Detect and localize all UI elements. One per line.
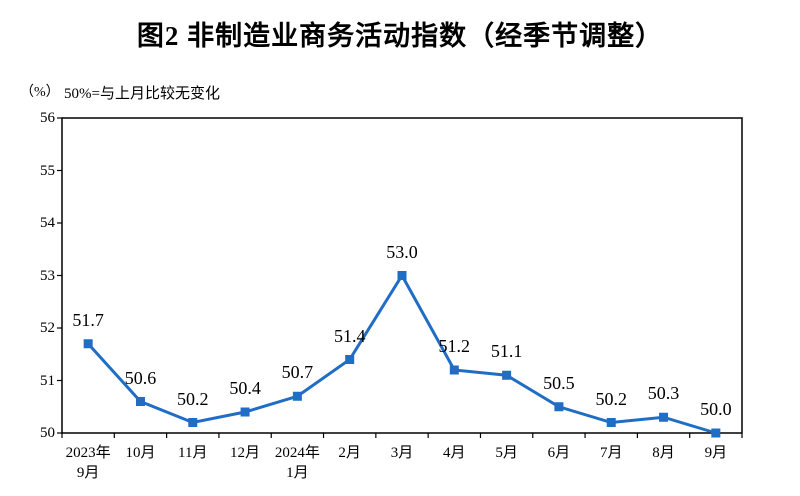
y-tick-label: 52 [40, 320, 55, 336]
data-label: 51.2 [438, 336, 471, 356]
data-label: 50.7 [281, 362, 314, 383]
data-point-marker [397, 271, 407, 280]
data-point-marker [449, 365, 459, 375]
data-point-marker [554, 402, 564, 412]
x-tick-label: 4月 [443, 445, 466, 461]
y-tick-label: 56 [40, 110, 55, 126]
data-label: 50.2 [177, 388, 209, 409]
data-point-marker [240, 407, 250, 417]
x-tick-label: 5月 [495, 445, 518, 461]
data-label: 50.5 [543, 372, 575, 393]
y-tick-label: 50 [40, 425, 55, 441]
data-point-marker [659, 412, 669, 422]
data-label: 50.6 [124, 367, 157, 388]
x-tick-label: 2月 [338, 445, 361, 461]
data-point-marker [188, 418, 198, 427]
x-tick-label: 7月 [599, 445, 623, 461]
data-label: 50.0 [700, 399, 732, 419]
data-point-marker [502, 370, 512, 380]
data-point-marker [606, 418, 616, 427]
chart-subtitle: 50%=与上月比较无变化 [64, 86, 220, 102]
data-label: 51.1 [490, 341, 523, 362]
data-label: 50.3 [647, 383, 680, 404]
data-label: 50.2 [595, 388, 627, 409]
chart-title: 图2 非制造业商务活动指数（经季节调整） [136, 21, 664, 51]
y-tick-label: 54 [40, 215, 55, 231]
data-label: 50.4 [229, 378, 261, 398]
x-tick-label: 2024年 1月 [274, 445, 320, 481]
y-tick-label: 55 [40, 162, 55, 179]
data-label: 53.0 [386, 241, 418, 262]
x-tick-label: 6月 [547, 445, 571, 461]
data-label: 51.7 [72, 309, 104, 330]
data-point-marker [292, 391, 302, 401]
y-tick-label: 51 [40, 372, 55, 389]
data-point-marker [135, 397, 145, 406]
x-tick-label: 11月 [178, 445, 208, 461]
y-axis-unit-label: （%） [20, 85, 60, 100]
data-point-marker [711, 428, 721, 438]
x-tick-label: 8月 [652, 445, 675, 461]
x-tick-label: 3月 [390, 445, 414, 461]
data-point-marker [345, 355, 355, 364]
x-tick-label: 12月 [230, 445, 261, 461]
data-label: 51.4 [333, 325, 366, 346]
data-point-marker [83, 339, 93, 349]
y-tick-label: 53 [40, 267, 55, 284]
x-tick-label: 2023年 9月 [65, 445, 111, 481]
x-tick-label: 10月 [125, 445, 156, 461]
series-line [87, 272, 717, 435]
x-tick-label: 9月 [704, 445, 728, 461]
